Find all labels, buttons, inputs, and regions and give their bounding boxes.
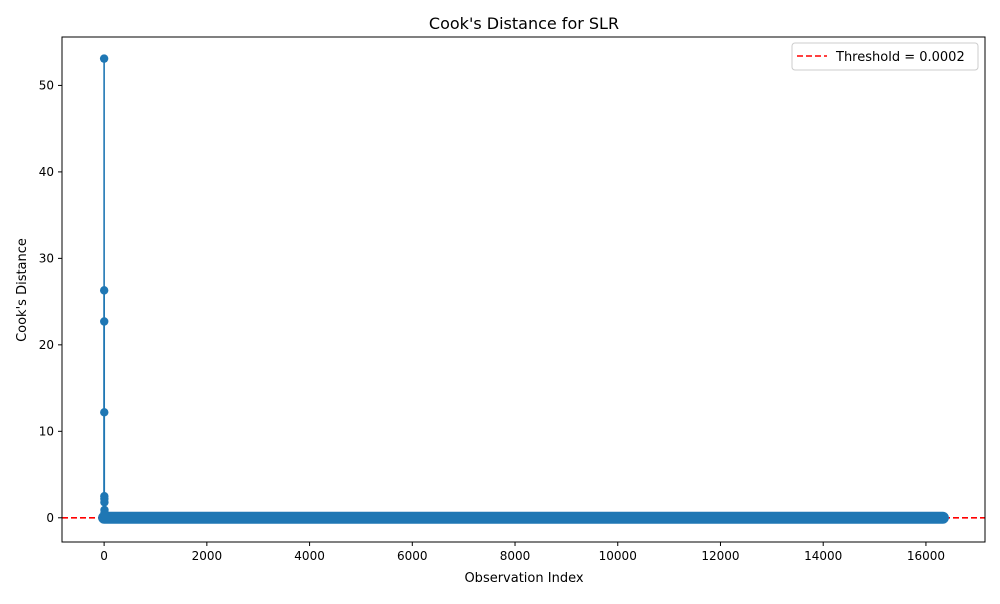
x-tick-label-2000: 2000 (192, 549, 223, 563)
data-point-2 (100, 317, 109, 326)
chart-title: Cook's Distance for SLR (429, 14, 619, 33)
x-tick-label-12000: 12000 (701, 549, 739, 563)
data-point-3 (100, 408, 109, 417)
legend-threshold-label: Threshold = 0.0002 (835, 50, 965, 65)
x-tick-label-10000: 10000 (599, 549, 637, 563)
y-tick-label-30: 30 (39, 251, 54, 265)
y-axis-label: Cook's Distance (15, 238, 30, 342)
y-tick-label-10: 10 (39, 424, 54, 438)
legend-box (791, 42, 979, 71)
axes-frame (61, 36, 986, 543)
y-tick-label-0: 0 (46, 511, 54, 525)
x-axis-label: Observation Index (464, 571, 583, 586)
axes: 0 2000 4000 6000 8000 10000 12000 14000 16000 0 10… (39, 36, 986, 563)
y-tick-label-20: 20 (39, 338, 54, 352)
data-point-6 (100, 498, 109, 507)
plot-area (62, 54, 985, 524)
data-point-1 (99, 286, 109, 295)
data-point-0 (99, 54, 109, 63)
x-tick-label-16000: 16000 (907, 549, 945, 563)
x-tick-label-0: 0 (100, 549, 108, 563)
x-tick-label-6000: 6000 (397, 549, 428, 563)
x-tick-label-4000: 4000 (294, 549, 325, 563)
y-tick-label-50: 50 (39, 78, 54, 92)
legend: Threshold = 0.0002 (791, 42, 979, 71)
data-point-9 (100, 510, 109, 520)
x-tick-label-14000: 14000 (804, 549, 842, 563)
y-tick-label-40: 40 (39, 165, 54, 179)
x-tick-label-8000: 8000 (500, 549, 531, 563)
